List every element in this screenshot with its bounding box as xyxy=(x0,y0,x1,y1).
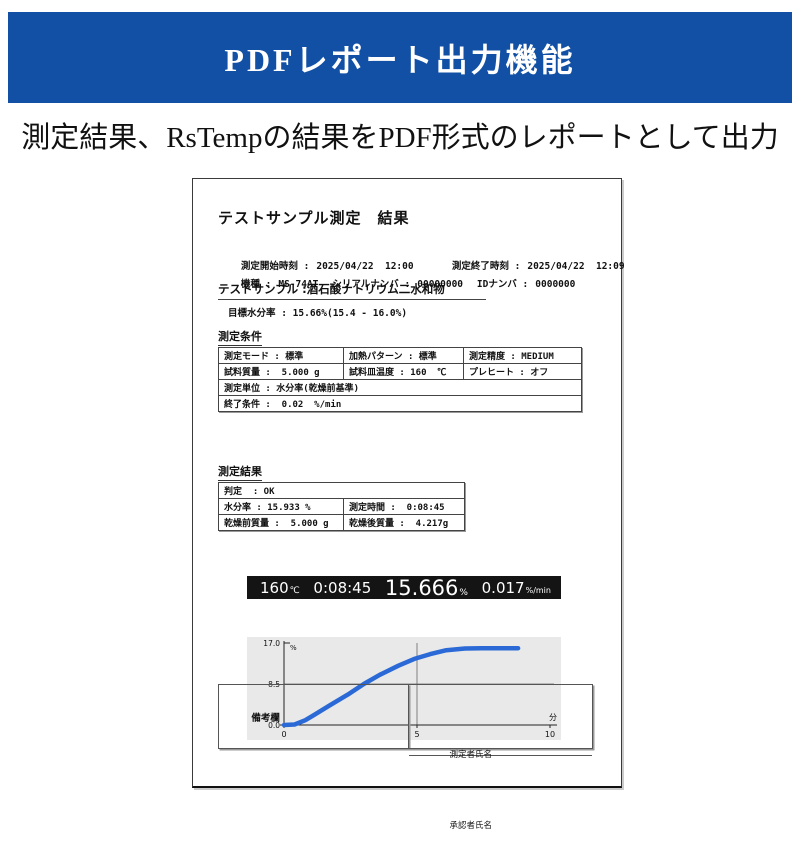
result-mass-before-cell: 乾燥前質量 : 5.000 g xyxy=(218,514,344,531)
result-moisture-cell: 水分率 : 15.933 % xyxy=(218,498,344,515)
end-time-value: 2025/04/22 12:09 xyxy=(527,261,625,272)
sample-name-line: テストサンプル :酒石酸ナトリウム二水和物 xyxy=(218,281,486,300)
page-root: { "banner": { "title": "PDFレポート出力機能", "b… xyxy=(8,12,792,831)
report-page: テストサンプル測定 結果 測定開始時刻 : 2025/04/22 12:00 測定… xyxy=(192,178,625,831)
cond-accuracy-cell: 測定精度 : MEDIUM xyxy=(463,347,582,364)
result-mass-after-cell: 乾燥後質量 : 4.217g xyxy=(342,514,466,531)
signature-box: 測定者氏名 承認者氏名 xyxy=(408,684,593,831)
chart-temp-value: 160 xyxy=(260,579,289,597)
table-row: 乾燥前質量 : 5.000 g 乾燥後質量 : 4.217g xyxy=(218,514,466,531)
table-row: 判定 : OK xyxy=(217,482,466,499)
x-tick-label: 5 xyxy=(414,730,419,739)
measurer-cell: 測定者氏名 xyxy=(409,723,592,760)
start-time-line: 測定開始時刻 : 2025/04/22 12:00 xyxy=(218,247,414,283)
chart-moisture-readout: 15.666% xyxy=(385,576,468,600)
chart-temp-readout: 160℃ xyxy=(260,578,300,597)
end-time-label: 測定終了時刻 : xyxy=(451,261,521,272)
chart-rate-value: 0.017 xyxy=(481,579,525,597)
chart-moisture-value: 15.666 xyxy=(384,575,459,600)
page-subtitle: 測定結果、RsTempの結果をPDF形式のレポートとして出力 xyxy=(21,122,779,154)
model-serial-line: 機種 : MS-74AT シリアルナンバ : 00000000 xyxy=(218,265,463,301)
remarks-label: 備考欄 xyxy=(251,713,280,724)
table-row: 測定モード : 標準 加熱パターン : 標準 測定精度 : MEDIUM xyxy=(218,347,582,364)
start-time-value: 2025/04/22 12:00 xyxy=(316,261,414,272)
chart-status-bar: 160℃ 0:08:45 15.666% 0.017%/min xyxy=(247,576,561,600)
banner-title: PDFレポート出力機能 xyxy=(224,41,576,78)
start-time-label: 測定開始時刻 : xyxy=(240,261,310,272)
conditions-table: 測定モード : 標準 加熱パターン : 標準 測定精度 : MEDIUM 試料質… xyxy=(218,347,582,412)
cond-end-condition-cell: 終了条件 : 0.02 %/min xyxy=(218,395,582,412)
result-time-cell: 測定時間 : 0:08:45 xyxy=(342,498,466,515)
cond-sample-mass-cell: 試料質量 : 5.000 g xyxy=(218,363,344,380)
cond-unit-cell: 測定単位 : 水分率(乾燥前基準) xyxy=(218,379,582,396)
report-title: テストサンプル測定 結果 xyxy=(218,209,410,227)
moisture-curve xyxy=(281,645,521,728)
serial-label: シリアルナンバ : xyxy=(332,279,411,290)
table-row: 測定単位 : 水分率(乾燥前基準) xyxy=(218,379,582,396)
moisture-chart: 160℃ 0:08:45 15.666% 0.017%/min 0 5 10 0.0 8… xyxy=(247,538,561,778)
approver-cell: 承認者氏名 xyxy=(409,794,592,831)
table-row: 試料質量 : 5.000 g 試料皿温度 : 160 ℃ プレヒート : オフ xyxy=(218,363,582,380)
chart-temp-unit: ℃ xyxy=(289,586,300,596)
chart-moisture-unit: % xyxy=(459,587,468,598)
cond-mode-cell: 測定モード : 標準 xyxy=(218,347,344,364)
chart-rate-readout: 0.017%/min xyxy=(482,578,551,597)
results-heading: 測定結果 xyxy=(218,463,262,481)
model-label: 機種 : xyxy=(240,279,272,290)
cond-heat-pattern-cell: 加熱パターン : 標準 xyxy=(343,347,464,364)
id-value: 0000000 xyxy=(535,279,576,290)
cond-pan-temp-cell: 試料皿温度 : 160 ℃ xyxy=(343,363,464,380)
y-axis-unit-label: % xyxy=(290,644,297,652)
conditions-heading: 測定条件 xyxy=(218,328,262,346)
results-table: 判定 : OK 水分率 : 15.933 % 測定時間 : 0:08:45 乾燥… xyxy=(217,482,466,531)
chart-elapsed-time: 0:08:45 xyxy=(313,578,372,597)
chart-rate-unit: %/min xyxy=(525,586,551,595)
x-tick-label: 10 xyxy=(545,730,555,739)
drying-curve-plot: 0 5 100.08.517.0 %分 xyxy=(247,637,561,740)
table-row: 水分率 : 15.933 % 測定時間 : 0:08:45 xyxy=(218,498,466,515)
x-axis-unit-label: 分 xyxy=(549,713,557,722)
remarks-box: 備考欄 xyxy=(218,684,409,749)
model-value: MS-74AT xyxy=(278,279,319,290)
result-judgement-cell: 判定 : OK xyxy=(217,482,466,499)
y-tick-label: 17.0 xyxy=(263,639,280,648)
cond-preheat-cell: プレヒート : オフ xyxy=(463,363,582,380)
target-moisture-line: 目標水分率 : 15.66%(15.4 - 16.0%) xyxy=(228,308,408,319)
end-time-line: 測定終了時刻 : 2025/04/22 12:09 xyxy=(429,247,625,283)
id-line: IDナンバ : 0000000 xyxy=(454,265,575,301)
x-tick-label: 0 xyxy=(281,730,286,739)
y-tick-label: 0.0 xyxy=(268,721,280,730)
serial-value: 00000000 xyxy=(417,279,464,290)
measurer-label: 測定者氏名 xyxy=(449,750,493,760)
id-label: IDナンバ : xyxy=(476,279,529,290)
approver-label: 承認者氏名 xyxy=(449,821,493,831)
table-row: 終了条件 : 0.02 %/min xyxy=(218,395,582,412)
title-banner: PDFレポート出力機能 xyxy=(8,12,792,103)
